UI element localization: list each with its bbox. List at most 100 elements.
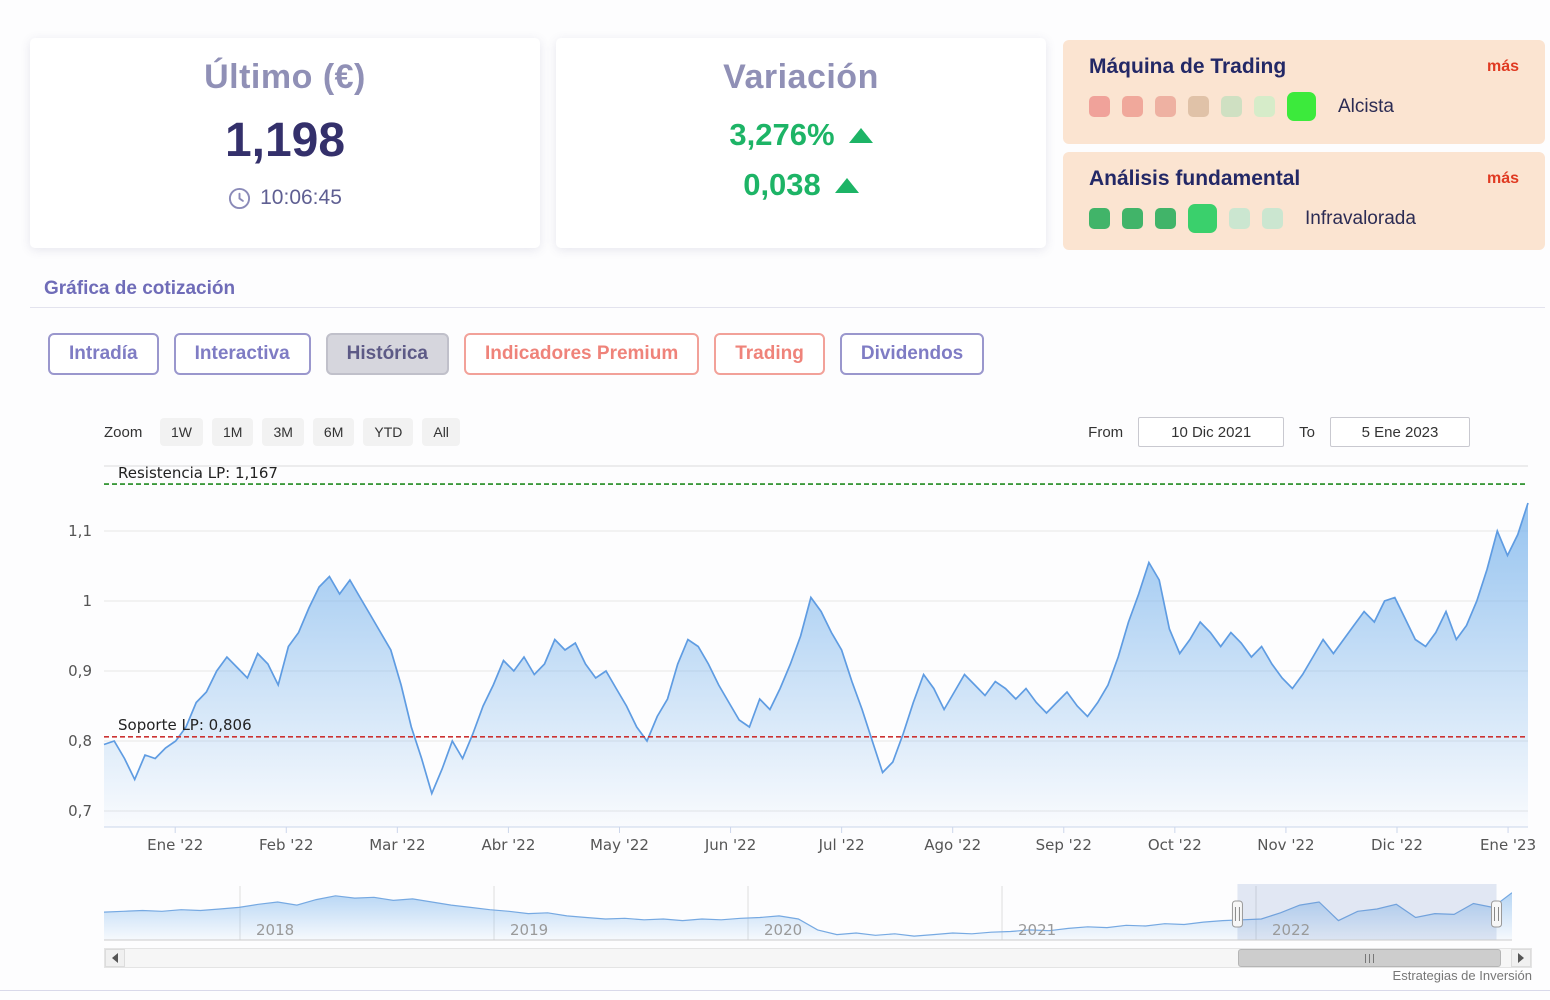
price-chart[interactable]: Resistencia LP: 1,167 Soporte LP: 0,806 …	[40, 462, 1536, 862]
signal-square-1	[1122, 208, 1143, 229]
divider	[30, 307, 1545, 308]
y-axis-label: 1	[82, 592, 92, 610]
from-date-input[interactable]	[1138, 417, 1285, 447]
signal-square-3	[1188, 204, 1217, 233]
navigator-handle[interactable]	[1231, 900, 1243, 928]
support-label: Soporte LP: 0,806	[118, 716, 252, 734]
navigator-area-series	[104, 892, 1512, 940]
x-axis-label: Feb '22	[259, 836, 314, 854]
last-price-title: Último (€)	[204, 58, 366, 96]
chart-scrollbar[interactable]	[104, 948, 1532, 968]
signal-square-5	[1254, 96, 1275, 117]
x-axis-label: Ago '22	[924, 836, 981, 854]
date-range-controls: From To	[1088, 417, 1470, 447]
clock-icon	[228, 187, 251, 210]
zoom-6m-button[interactable]: 6M	[312, 418, 355, 446]
zoom-ytd-button[interactable]: YTD	[363, 418, 414, 446]
fundamental-title: Análisis fundamental	[1089, 167, 1301, 190]
right-arrow-icon	[1518, 953, 1524, 963]
x-axis-label: Jun '22	[704, 836, 756, 854]
x-axis-label: Oct '22	[1148, 836, 1202, 854]
from-label: From	[1088, 423, 1124, 441]
x-axis-label: Ene '23	[1480, 836, 1536, 854]
navigator-year-label: 2019	[510, 921, 548, 939]
tab-intradia[interactable]: Intradía	[48, 333, 159, 375]
variation-pct: 3,276%	[729, 117, 835, 152]
x-axis-label: Jul '22	[818, 836, 865, 854]
trading-machine-status: Alcista	[1338, 95, 1394, 117]
zoom-buttons: 1W 1M 3M 6M YTD All	[160, 418, 460, 446]
x-axis-label: Ene '22	[147, 836, 203, 854]
signal-square-2	[1155, 96, 1176, 117]
x-axis-label: Nov '22	[1257, 836, 1314, 854]
last-price-time: 10:06:45	[260, 186, 342, 209]
to-label: To	[1299, 423, 1315, 441]
signal-square-4	[1221, 96, 1242, 117]
scrollbar-right-arrow[interactable]	[1511, 949, 1531, 967]
to-date-input[interactable]	[1330, 417, 1470, 447]
signal-square-0	[1089, 208, 1110, 229]
zoom-3m-button[interactable]: 3M	[262, 418, 304, 446]
signal-square-2	[1155, 208, 1176, 229]
trading-machine-more-link[interactable]: más	[1486, 58, 1519, 75]
resistance-label: Resistencia LP: 1,167	[118, 464, 278, 482]
y-axis-labels: 0,7 0,8 0,9 1 1,1	[68, 522, 92, 820]
tab-interactiva[interactable]: Interactiva	[173, 333, 311, 375]
section-title: Gráfica de cotización	[44, 278, 236, 299]
chart-tabs: Intradía Interactiva Histórica Indicador…	[48, 333, 985, 375]
watermark: Estrategias de Inversión	[1392, 968, 1532, 983]
trading-machine-scale	[1089, 92, 1316, 121]
trading-machine-card: Máquina de Trading más Alcista	[1063, 40, 1545, 144]
fundamental-status: Infravalorada	[1305, 207, 1416, 229]
fundamental-scale	[1089, 204, 1283, 233]
price-area-series	[104, 503, 1528, 827]
x-axis-label: Sep '22	[1036, 836, 1092, 854]
last-price-card: Último (€) 1,198 10:06:45	[30, 38, 540, 248]
signal-square-3	[1188, 96, 1209, 117]
tab-indicadores-premium[interactable]: Indicadores Premium	[463, 333, 700, 375]
navigator-selected-range[interactable]	[1237, 884, 1497, 940]
zoom-1m-button[interactable]: 1M	[212, 418, 254, 446]
signal-square-6	[1287, 92, 1316, 121]
navigator-handles[interactable]	[1231, 900, 1503, 928]
up-arrow-icon	[834, 177, 859, 193]
zoom-all-button[interactable]: All	[422, 418, 460, 446]
x-axis-labels: Ene '22 Feb '22 Mar '22 Abr '22 May '22 Jun '…	[147, 827, 1536, 854]
last-price-value: 1,198	[224, 114, 346, 167]
navigator-chart[interactable]: 2018 2019 2020 2021 2022	[104, 884, 1512, 946]
price-line-series	[103, 502, 1529, 797]
bottom-divider	[0, 990, 1550, 991]
variation-title: Variación	[723, 58, 879, 96]
scrollbar-thumb[interactable]	[1238, 949, 1501, 967]
x-axis-label: May '22	[590, 836, 649, 854]
signal-square-0	[1089, 96, 1110, 117]
signal-square-4	[1229, 208, 1250, 229]
zoom-label: Zoom	[104, 424, 143, 441]
variation-abs: 0,038	[743, 167, 821, 202]
fundamental-card: Análisis fundamental más Infravalorada	[1063, 152, 1545, 250]
left-arrow-icon	[112, 953, 118, 963]
scrollbar-grip-icon	[1369, 953, 1370, 963]
tab-trading[interactable]: Trading	[714, 333, 825, 375]
x-axis-label: Dic '22	[1371, 836, 1423, 854]
x-axis-label: Mar '22	[369, 836, 425, 854]
signal-square-5	[1262, 208, 1283, 229]
trading-machine-title: Máquina de Trading	[1089, 55, 1287, 78]
scrollbar-left-arrow[interactable]	[105, 949, 125, 967]
navigator-year-label: 2018	[256, 921, 294, 939]
navigator-handle[interactable]	[1491, 900, 1503, 928]
y-axis-label: 0,8	[68, 732, 92, 750]
tab-dividendos[interactable]: Dividendos	[839, 333, 985, 375]
y-axis-label: 0,9	[68, 662, 92, 680]
signal-square-1	[1122, 96, 1143, 117]
navigator-year-label: 2021	[1018, 921, 1056, 939]
y-axis-label: 1,1	[68, 522, 92, 540]
zoom-1w-button[interactable]: 1W	[160, 418, 203, 446]
navigator-year-label: 2020	[764, 921, 802, 939]
navigator-line-series	[104, 892, 1512, 937]
fundamental-more-link[interactable]: más	[1486, 170, 1519, 187]
tab-historica[interactable]: Histórica	[325, 333, 449, 375]
up-arrow-icon	[848, 127, 873, 143]
x-axis-label: Abr '22	[481, 836, 535, 854]
variation-card: Variación 3,276% 0,038	[556, 38, 1046, 248]
